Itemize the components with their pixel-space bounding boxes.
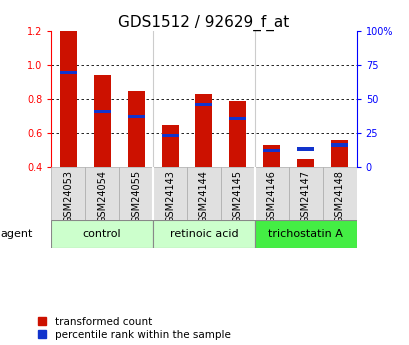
Text: control: control (83, 229, 121, 239)
Bar (161, 125, 178, 167)
Text: GSM24054: GSM24054 (97, 170, 107, 223)
Text: GSM24143: GSM24143 (165, 170, 175, 223)
Bar (297, 159, 314, 167)
Bar (297, 147, 314, 150)
Bar (60, 71, 76, 75)
Text: GSM24053: GSM24053 (63, 170, 73, 223)
Text: GSM24145: GSM24145 (232, 170, 242, 223)
Bar (60, 31, 76, 167)
Bar (127, 115, 144, 118)
Bar (51, 167, 85, 220)
Bar (330, 140, 347, 167)
Bar (153, 220, 254, 248)
Bar (254, 167, 288, 220)
Bar (330, 144, 347, 147)
Text: GSM24144: GSM24144 (198, 170, 209, 223)
Bar (254, 220, 356, 248)
Bar (263, 149, 280, 152)
Bar (263, 145, 280, 167)
Bar (322, 167, 356, 220)
Bar (195, 102, 212, 106)
Bar (229, 117, 246, 120)
Bar (85, 167, 119, 220)
Text: agent: agent (0, 229, 32, 239)
Legend: transformed count, percentile rank within the sample: transformed count, percentile rank withi… (38, 317, 230, 340)
Text: trichostatin A: trichostatin A (268, 229, 342, 239)
Bar (161, 134, 178, 137)
Bar (153, 167, 187, 220)
Bar (195, 94, 212, 167)
Bar (220, 167, 254, 220)
Bar (127, 91, 144, 167)
Text: GSM24147: GSM24147 (300, 170, 310, 223)
Text: GSM24148: GSM24148 (334, 170, 344, 223)
Bar (93, 110, 110, 113)
Bar (93, 75, 110, 167)
Text: retinoic acid: retinoic acid (169, 229, 238, 239)
Bar (229, 101, 246, 167)
Bar (51, 220, 153, 248)
Bar (119, 167, 153, 220)
Text: GSM24055: GSM24055 (131, 170, 141, 223)
Bar (187, 167, 220, 220)
Bar (288, 167, 322, 220)
Title: GDS1512 / 92629_f_at: GDS1512 / 92629_f_at (118, 15, 289, 31)
Text: GSM24146: GSM24146 (266, 170, 276, 223)
